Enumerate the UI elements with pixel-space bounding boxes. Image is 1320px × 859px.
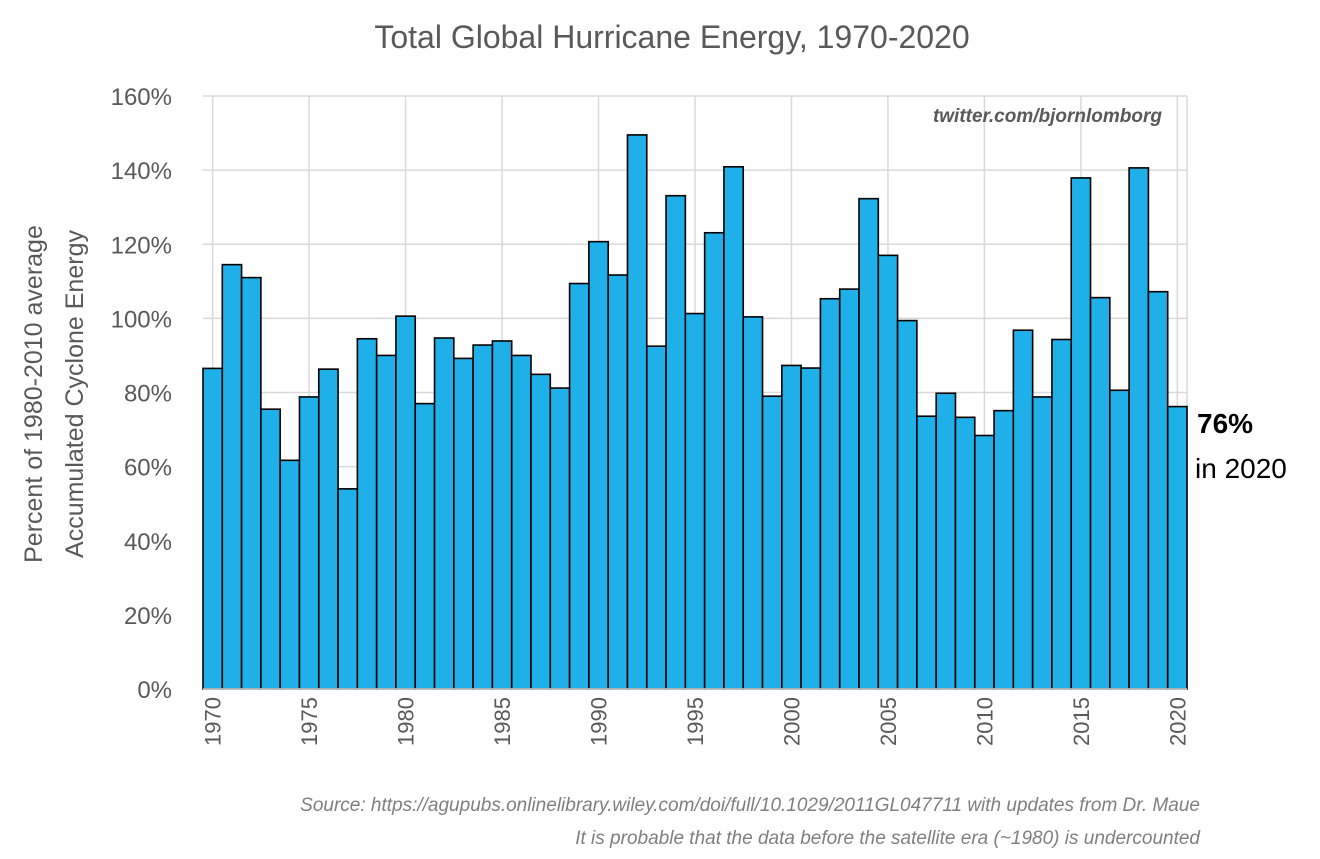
bars	[202, 134, 1188, 690]
bar-1999	[761, 395, 783, 690]
y-axis-ticks: 0% 20% 40% 60% 80% 100% 120% 140% 160%	[111, 84, 172, 704]
y-tick-label: 120%	[111, 232, 172, 259]
bar-2002	[819, 297, 841, 690]
bar-2007	[916, 415, 937, 690]
y-axis-label-line-1: Percent of 1980-2010 average	[20, 225, 48, 563]
bar-1986	[510, 354, 532, 690]
bar-2017	[1109, 389, 1130, 690]
bar-1982	[433, 337, 455, 690]
bar-2008	[935, 392, 957, 690]
x-tick-label: 1990	[587, 697, 612, 746]
bar-2010	[973, 434, 995, 690]
y-tick-label: 0%	[137, 677, 172, 704]
source-line-2: It is probable that the data before the …	[575, 828, 1201, 849]
x-tick-label: 2015	[1069, 697, 1094, 746]
bar-1981	[414, 402, 436, 690]
bar-2012	[1012, 329, 1034, 690]
bar-1975	[298, 396, 320, 690]
bar-1998	[742, 316, 764, 690]
bar-1984	[472, 344, 494, 690]
chart-title: Total Global Hurricane Energy, 1970-2020	[374, 19, 969, 55]
bar-1990	[588, 240, 609, 690]
bar-2004	[858, 197, 880, 690]
bar-1985	[491, 340, 513, 690]
bar-1971	[221, 263, 243, 690]
bar-1991	[607, 274, 629, 690]
y-tick-label: 140%	[111, 158, 172, 185]
bar-1980	[395, 315, 417, 690]
bar-2018	[1128, 167, 1150, 690]
bar-2001	[800, 367, 822, 690]
x-tick-label: 2005	[876, 697, 901, 746]
bar-1977	[337, 488, 359, 690]
x-tick-label: 2010	[972, 697, 997, 746]
bar-2000	[781, 364, 802, 690]
bar-2009	[954, 416, 976, 690]
x-tick-label: 1985	[490, 697, 515, 746]
y-tick-label: 160%	[111, 84, 172, 111]
x-tick-label: 2020	[1165, 697, 1190, 746]
twitter-credit: twitter.com/bjornlomborg	[933, 106, 1162, 127]
bar-1997	[723, 165, 745, 690]
bar-1979	[375, 354, 397, 690]
bar-1976	[317, 368, 339, 690]
bar-1995	[684, 312, 706, 690]
bar-1972	[240, 276, 262, 690]
bar-1992	[626, 134, 648, 690]
annotation-text: in 2020	[1195, 453, 1287, 484]
x-tick-label: 1975	[297, 697, 322, 746]
bar-1978	[356, 337, 378, 690]
bar-2006	[896, 319, 918, 690]
annotation-value: 76%	[1197, 408, 1253, 439]
bar-1993	[645, 345, 667, 690]
bar-1989	[568, 282, 590, 690]
bar-1970	[202, 367, 224, 690]
bar-2011	[993, 409, 1015, 690]
source-line-1: Source: https://agupubs.onlinelibrary.wi…	[300, 795, 1200, 816]
y-axis-label-line-2: Accumulated Cyclone Energy	[61, 230, 89, 558]
x-tick-label: 1980	[394, 697, 419, 746]
x-tick-label: 2000	[779, 697, 804, 746]
bar-1988	[549, 387, 571, 690]
y-tick-label: 20%	[124, 603, 172, 630]
x-tick-label: 1995	[683, 697, 708, 746]
y-tick-label: 60%	[124, 455, 172, 482]
bar-1973	[260, 408, 281, 690]
bar-2020	[1166, 405, 1188, 690]
bar-2003	[838, 288, 860, 690]
bar-2015	[1070, 177, 1092, 690]
bar-1994	[665, 194, 687, 690]
y-tick-label: 40%	[124, 529, 172, 556]
bar-1987	[530, 373, 552, 690]
x-tick-label: 1970	[201, 697, 226, 746]
bar-2014	[1051, 338, 1073, 690]
x-axis-ticks: 1970 1975 1980 1985 1990 1995 2000 2005 2010 2015…	[201, 697, 1191, 746]
bar-1996	[703, 231, 725, 690]
y-tick-label: 100%	[111, 306, 172, 333]
bar-2016	[1089, 296, 1111, 690]
bar-2019	[1147, 290, 1169, 690]
bar-2013	[1031, 396, 1053, 690]
bar-1974	[279, 459, 301, 690]
bar-2005	[877, 254, 899, 690]
bar-1983	[453, 357, 474, 690]
y-tick-label: 80%	[124, 381, 172, 408]
